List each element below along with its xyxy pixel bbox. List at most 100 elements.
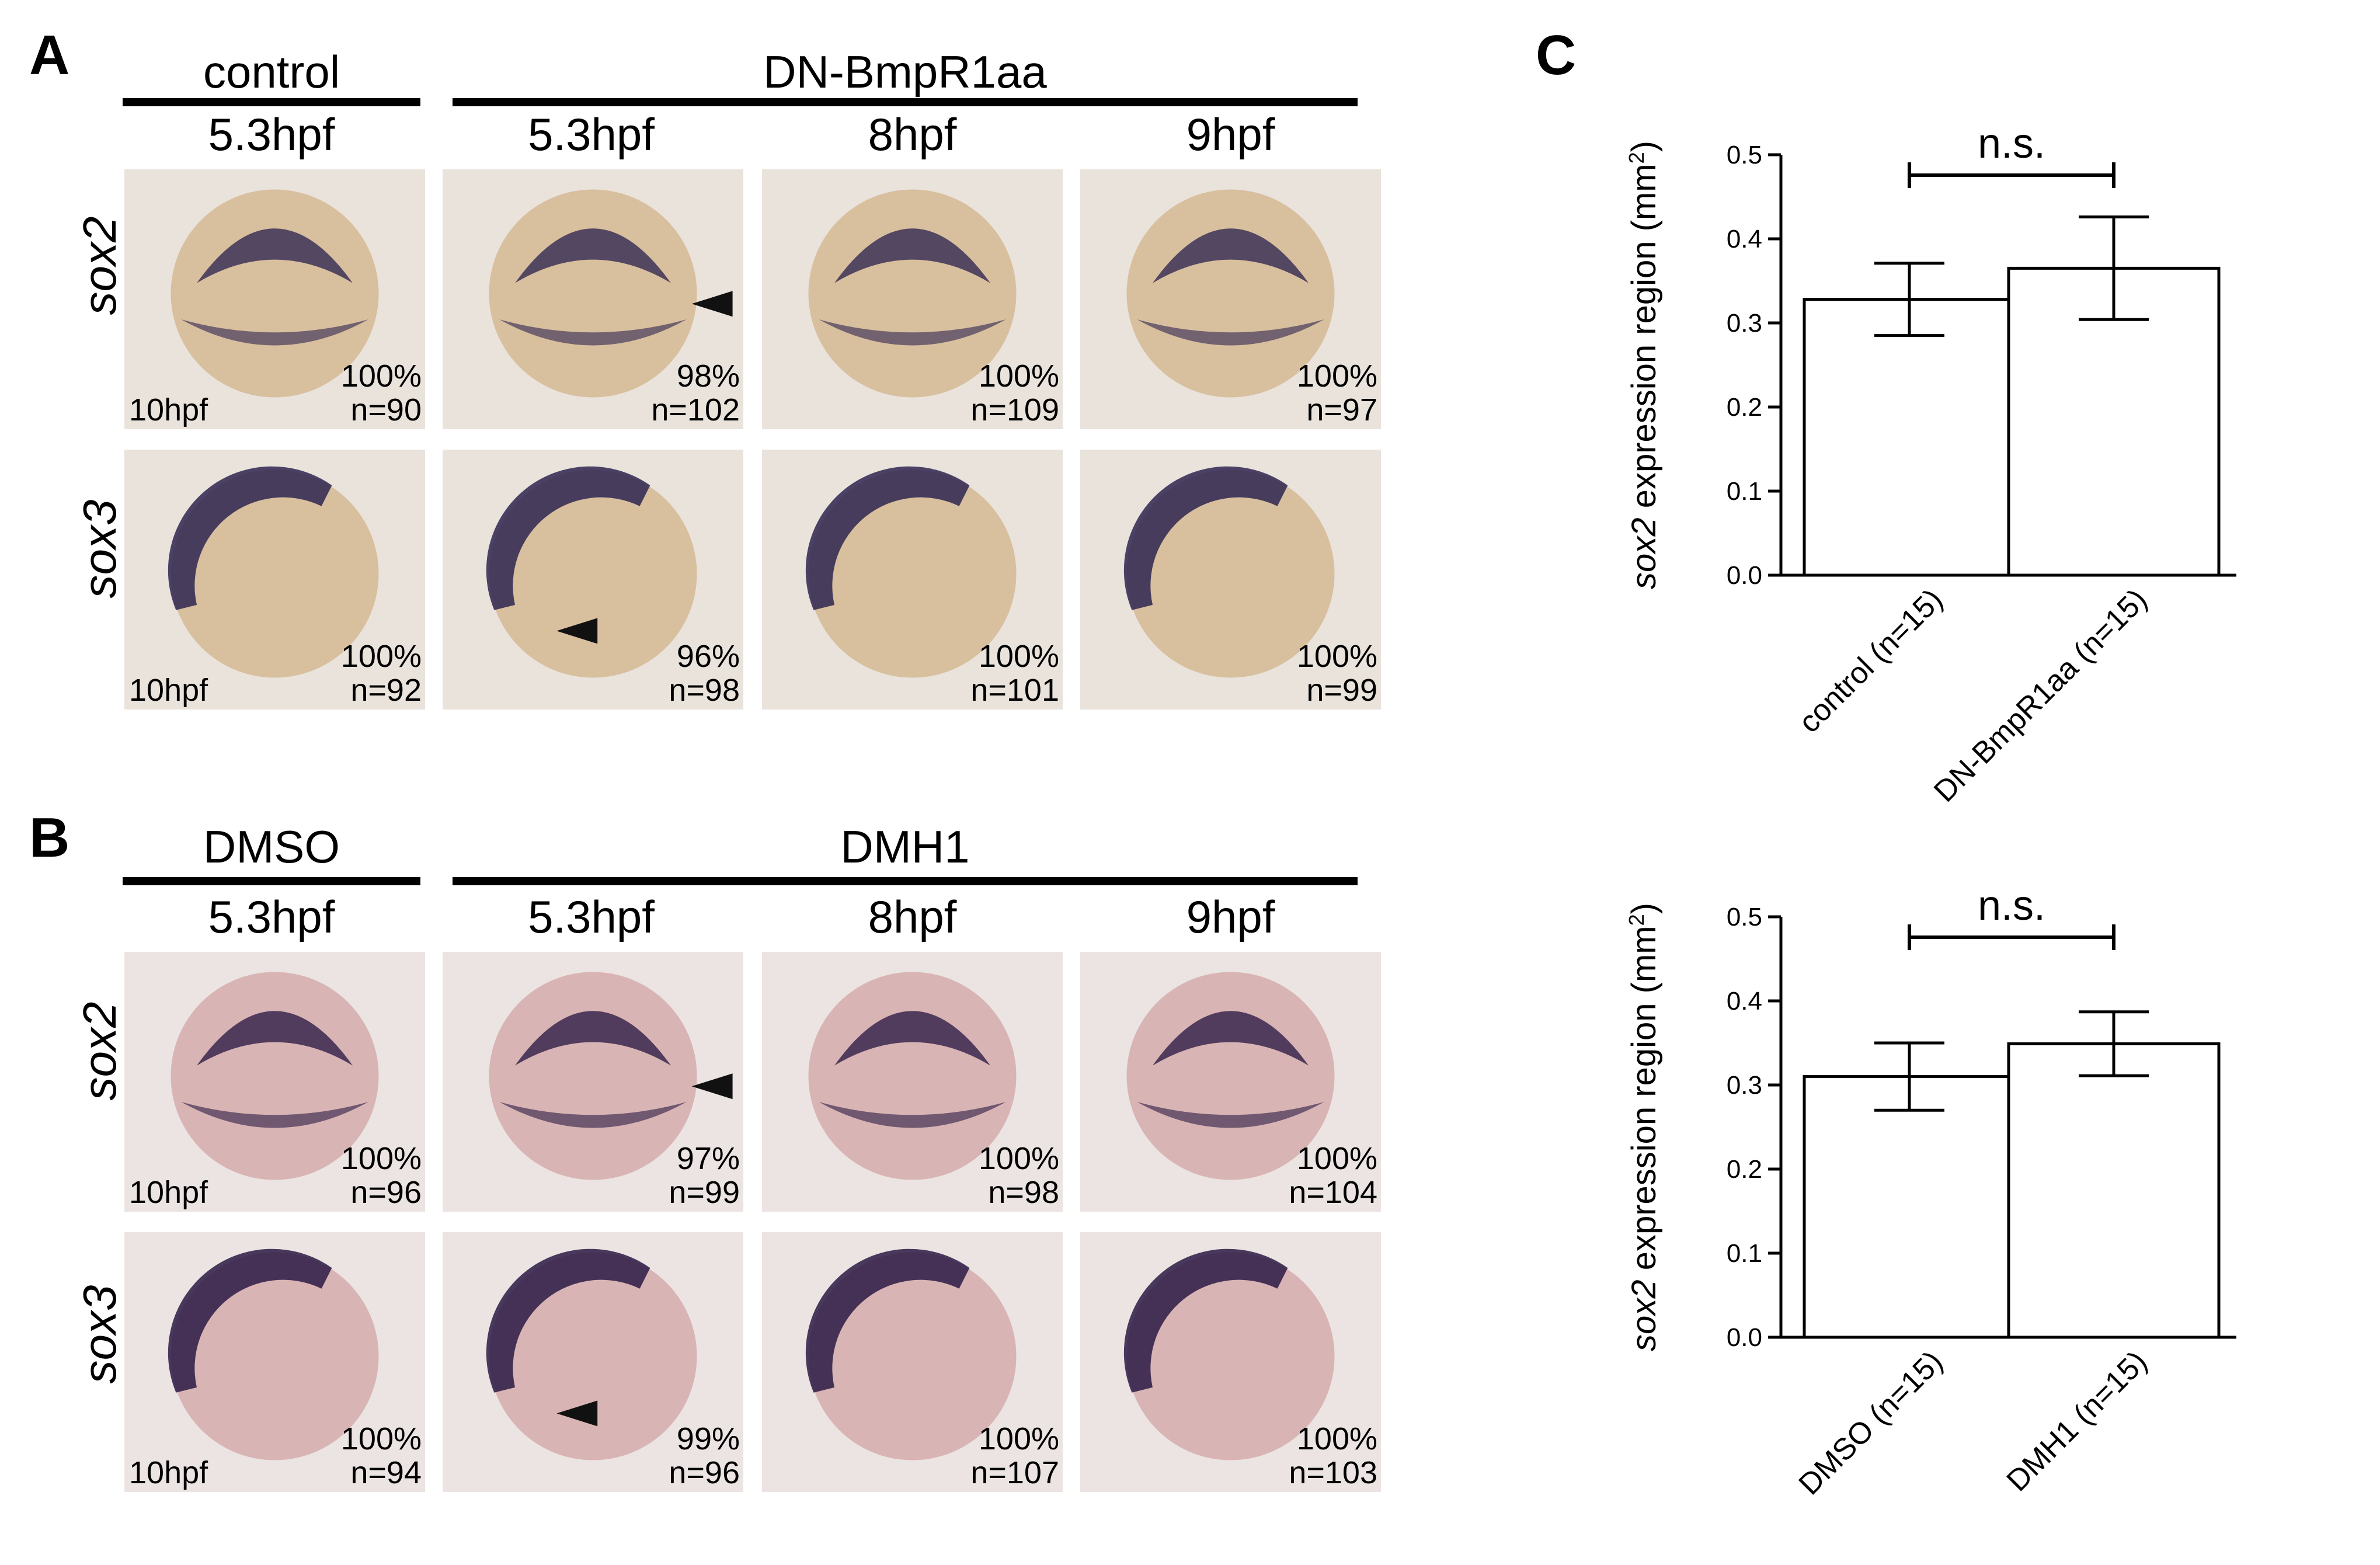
significance-bracket <box>1908 162 2115 188</box>
y-axis-label: sox2 expression region (mm2) <box>1624 903 1664 1351</box>
significance-bracket <box>1908 924 2115 950</box>
y-tick-label: 0.0 <box>1727 1323 1762 1352</box>
row-label-sox2: sox2 <box>74 216 126 315</box>
timepoint-label: 5.3hpf <box>208 891 335 943</box>
y-tick-label: 0.4 <box>1727 987 1762 1015</box>
percent-label: 100% <box>978 1421 1059 1456</box>
x-tick-label: control (n=15) <box>1793 582 1950 739</box>
timepoint-label: 9hpf <box>1186 109 1275 160</box>
timepoint-label: 8hpf <box>868 891 957 943</box>
timepoint-label: 5.3hpf <box>528 891 655 943</box>
embryo-illustration <box>762 952 1063 1212</box>
percent-label: 100% <box>340 359 422 394</box>
arrowhead-icon <box>691 1073 733 1100</box>
timepoint-label: 5.3hpf <box>208 109 335 160</box>
sample-count-label: n=102 <box>651 392 740 427</box>
group-bar-control <box>123 98 420 106</box>
panel-letter-b: B <box>29 806 70 869</box>
embryo-illustration <box>443 1232 743 1492</box>
stage-label: 10hpf <box>129 673 208 708</box>
timepoint-label: 9hpf <box>1186 891 1275 943</box>
group-label-dmso: DMSO <box>203 821 340 872</box>
embryo-image: 10hpf 100% n=92 <box>124 450 425 710</box>
percent-label: 100% <box>340 639 422 674</box>
sample-count-label: n=104 <box>1289 1175 1377 1210</box>
embryo-illustration <box>124 450 425 710</box>
y-tick-label: 0.0 <box>1727 561 1762 590</box>
embryo-image: 96% n=98 <box>443 450 743 710</box>
embryo-illustration <box>124 169 425 429</box>
sample-count-label: n=96 <box>669 1455 740 1490</box>
sample-count-label: n=99 <box>1306 673 1377 708</box>
sample-count-label: n=98 <box>988 1175 1059 1210</box>
embryo-illustration <box>1080 1232 1381 1492</box>
x-tick-label: DN-BmpR1aa (n=15) <box>1927 582 2153 808</box>
percent-label: 99% <box>676 1421 740 1456</box>
embryo-illustration <box>762 169 1063 429</box>
x-tick-label: DMH1 (n=15) <box>2000 1344 2154 1498</box>
embryo-image: 100% n=98 <box>762 952 1063 1212</box>
significance-label: n.s. <box>1978 120 2045 167</box>
group-bar-dn-bmpr1aa <box>453 98 1358 106</box>
y-tick-label: 0.5 <box>1727 903 1762 931</box>
error-bar <box>1874 262 1944 338</box>
bar <box>2007 1042 2221 1339</box>
percent-label: 100% <box>978 359 1059 394</box>
embryo-illustration <box>762 1232 1063 1492</box>
percent-label: 100% <box>1296 359 1377 394</box>
embryo-illustration <box>443 169 743 429</box>
embryo-illustration <box>443 952 743 1212</box>
timepoint-label: 8hpf <box>868 109 957 160</box>
embryo-image: 100% n=109 <box>762 169 1063 429</box>
percent-label: 96% <box>676 639 740 674</box>
percent-label: 100% <box>340 1141 422 1176</box>
group-bar-dmso <box>123 877 420 885</box>
bar-chart-dmh1: 0.0 0.1 0.2 0.3 0.4 0.5 sox2 expression region… <box>1624 882 2236 1501</box>
embryo-illustration <box>443 450 743 710</box>
embryo-image: 10hpf 100% n=94 <box>124 1232 425 1492</box>
panel-letter-a: A <box>29 24 70 86</box>
embryo-illustration <box>762 450 1063 710</box>
sample-count-label: n=107 <box>970 1455 1059 1490</box>
error-bar <box>2079 215 2149 321</box>
y-tick-label: 0.2 <box>1727 1155 1762 1184</box>
arrowhead-icon <box>691 291 733 317</box>
error-bar <box>2079 1010 2149 1077</box>
sample-count-label: n=96 <box>350 1175 422 1210</box>
percent-label: 100% <box>1296 1141 1377 1176</box>
stage-label: 10hpf <box>129 1455 208 1490</box>
percent-label: 100% <box>978 639 1059 674</box>
y-tick-label: 0.2 <box>1727 393 1762 422</box>
bar <box>1803 1075 2016 1339</box>
percent-label: 100% <box>978 1141 1059 1176</box>
percent-label: 100% <box>1296 639 1377 674</box>
embryo-image: 100% n=103 <box>1080 1232 1381 1492</box>
y-tick-label: 0.1 <box>1727 477 1762 506</box>
y-tick-label: 0.4 <box>1727 225 1762 253</box>
embryo-illustration <box>124 1232 425 1492</box>
sample-count-label: n=92 <box>350 673 422 708</box>
percent-label: 97% <box>676 1141 740 1176</box>
embryo-image: 100% n=107 <box>762 1232 1063 1492</box>
row-label-sox3: sox3 <box>74 1285 126 1384</box>
sample-count-label: n=97 <box>1306 392 1377 427</box>
percent-label: 100% <box>340 1421 422 1456</box>
embryo-illustration <box>1080 952 1381 1212</box>
embryo-illustration <box>1080 169 1381 429</box>
timepoint-label: 5.3hpf <box>528 109 655 160</box>
arrowhead-icon <box>556 1400 598 1427</box>
error-bar <box>1874 1041 1944 1112</box>
percent-label: 100% <box>1296 1421 1377 1456</box>
group-label-dmh1: DMH1 <box>840 821 970 872</box>
embryo-image: 10hpf 100% n=96 <box>124 952 425 1212</box>
embryo-image: 98% n=102 <box>443 169 743 429</box>
group-bar-dmh1 <box>453 877 1358 885</box>
row-label-sox2: sox2 <box>74 1001 126 1101</box>
embryo-image: 99% n=96 <box>443 1232 743 1492</box>
stage-label: 10hpf <box>129 1175 208 1210</box>
embryo-image: 10hpf 100% n=90 <box>124 169 425 429</box>
embryo-image: 100% n=101 <box>762 450 1063 710</box>
embryo-image: 100% n=99 <box>1080 450 1381 710</box>
sample-count-label: n=99 <box>669 1175 740 1210</box>
panel-letter-c: C <box>1536 24 1577 86</box>
